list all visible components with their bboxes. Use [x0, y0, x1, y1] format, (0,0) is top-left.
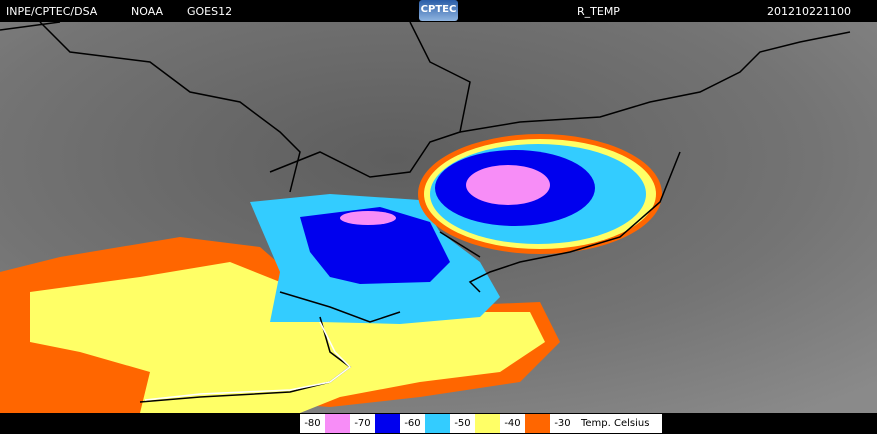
state-border: [144, 321, 352, 401]
coastline: [439, 151, 681, 293]
satellite-image: [0, 22, 877, 413]
product: R_TEMP: [577, 5, 620, 18]
cloud-pink-west: [340, 211, 396, 225]
border-line: [0, 22, 301, 193]
legend-scale: -80 -70 -60 -50 -40 -30 Temp. Celsius: [300, 414, 662, 433]
legend-swatch: [425, 414, 450, 433]
legend-unit: Temp. Celsius: [581, 418, 650, 429]
cloud-blue-west: [300, 207, 450, 284]
legend-swatch: [325, 414, 350, 433]
border-line: [269, 22, 471, 178]
agency: NOAA: [131, 5, 164, 18]
timestamp: 201210221100: [767, 5, 851, 18]
satellite: GOES12: [187, 5, 233, 18]
legend: -80 -70 -60 -50 -40 -30 Temp. Celsius: [0, 413, 877, 434]
legend-label: -60: [404, 418, 421, 429]
legend-swatch: [375, 414, 400, 433]
source: INPE/CPTEC/DSA: [6, 5, 98, 18]
logo: CPTEC: [419, 0, 458, 21]
legend-swatch: [475, 414, 500, 433]
cloud-pink-east: [466, 165, 550, 205]
cloud-yellow: [30, 262, 545, 413]
legend-label: -50: [454, 418, 471, 429]
legend-swatch: [525, 414, 550, 433]
legend-label: -40: [504, 418, 521, 429]
header: INPE/CPTEC/DSA NOAA GOES12 CPTEC R_TEMP …: [0, 0, 877, 22]
legend-label: -30: [554, 418, 571, 429]
coastline: [459, 31, 851, 133]
legend-label: -70: [354, 418, 371, 429]
legend-label: -80: [304, 418, 321, 429]
